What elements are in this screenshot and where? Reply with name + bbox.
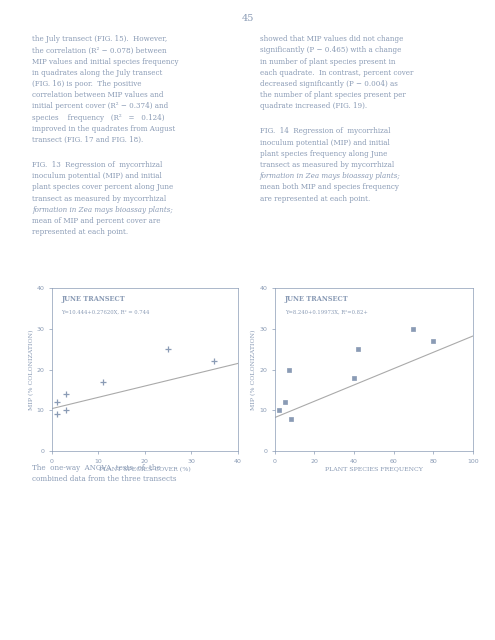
Text: JUNE TRANSECT: JUNE TRANSECT: [61, 294, 125, 303]
Text: in quadrates along the July transect: in quadrates along the July transect: [32, 69, 162, 77]
Point: [99, 377, 107, 387]
Point: [350, 372, 358, 383]
Text: correlation between MIP values and: correlation between MIP values and: [32, 92, 164, 99]
Text: represented at each point.: represented at each point.: [32, 228, 128, 236]
Text: (FIG. 16) is poor.  The positive: (FIG. 16) is poor. The positive: [32, 80, 142, 88]
Text: mean of MIP and percent cover are: mean of MIP and percent cover are: [32, 217, 161, 225]
Y-axis label: MIP (% COLONIZATION): MIP (% COLONIZATION): [251, 330, 256, 410]
Point: [287, 413, 295, 424]
Text: species    frequency   (R²   =   0.124): species frequency (R² = 0.124): [32, 114, 165, 122]
Point: [164, 344, 172, 355]
Text: showed that MIP values did not change: showed that MIP values did not change: [260, 35, 403, 44]
Text: combined data from the three transects: combined data from the three transects: [32, 475, 177, 483]
Point: [210, 356, 218, 367]
Text: are represented at each point.: are represented at each point.: [260, 195, 370, 202]
Text: plant species cover percent along June: plant species cover percent along June: [32, 184, 173, 191]
Text: 45: 45: [242, 14, 253, 23]
Text: FIG.  13  Regression of  mycorrhizal: FIG. 13 Regression of mycorrhizal: [32, 161, 162, 169]
Text: significantly (P − 0.465) with a change: significantly (P − 0.465) with a change: [260, 46, 401, 54]
Point: [275, 405, 283, 415]
Point: [409, 324, 417, 334]
Point: [429, 336, 437, 346]
Text: plant species frequency along June: plant species frequency along June: [260, 150, 387, 158]
Text: Y=8.240+0.19973X, R²=0.82+: Y=8.240+0.19973X, R²=0.82+: [285, 309, 367, 314]
Text: improved in the quadrates from August: improved in the quadrates from August: [32, 125, 175, 133]
Text: transect (FIG. 17 and FIG. 18).: transect (FIG. 17 and FIG. 18).: [32, 136, 144, 144]
Point: [285, 365, 293, 375]
Point: [62, 405, 70, 415]
Text: the correlation (R² − 0.078) between: the correlation (R² − 0.078) between: [32, 46, 167, 54]
Point: [354, 344, 362, 355]
Text: each quadrate.  In contrast, percent cover: each quadrate. In contrast, percent cove…: [260, 69, 413, 77]
Point: [62, 389, 70, 399]
Text: inoculum potential (MIP) and initial: inoculum potential (MIP) and initial: [260, 138, 390, 147]
Text: FIG.  14  Regression of  mycorrhizal: FIG. 14 Regression of mycorrhizal: [260, 127, 391, 136]
Text: The  one-way  ANOVA  tests  of  the: The one-way ANOVA tests of the: [32, 464, 161, 472]
Y-axis label: MIP (% COLONIZATION): MIP (% COLONIZATION): [29, 330, 34, 410]
Point: [52, 397, 60, 408]
Text: inoculum potential (MIP) and initial: inoculum potential (MIP) and initial: [32, 172, 162, 180]
Text: formation in Zea mays bioassay plants;: formation in Zea mays bioassay plants;: [32, 206, 173, 214]
Text: the number of plant species present per: the number of plant species present per: [260, 92, 405, 99]
Point: [52, 410, 60, 420]
X-axis label: PLANT SPECIES COVER (%): PLANT SPECIES COVER (%): [99, 467, 191, 472]
Text: MIP values and initial species frequency: MIP values and initial species frequency: [32, 58, 179, 66]
Text: initial percent cover (R² − 0.374) and: initial percent cover (R² − 0.374) and: [32, 102, 168, 110]
Point: [281, 397, 289, 408]
Text: quadrate increased (FIG. 19).: quadrate increased (FIG. 19).: [260, 102, 367, 110]
Text: decreased significantly (P − 0.004) as: decreased significantly (P − 0.004) as: [260, 80, 398, 88]
Text: JUNE TRANSECT: JUNE TRANSECT: [285, 294, 348, 303]
Text: transect as measured by mycorrhizal: transect as measured by mycorrhizal: [32, 195, 166, 202]
Text: transect as measured by mycorrhizal: transect as measured by mycorrhizal: [260, 161, 394, 169]
Text: the July transect (FIG. 15).  However,: the July transect (FIG. 15). However,: [32, 35, 167, 44]
Text: mean both MIP and species frequency: mean both MIP and species frequency: [260, 184, 399, 191]
Text: formation in Zea mays bioassay plants;: formation in Zea mays bioassay plants;: [260, 172, 400, 180]
Text: in number of plant species present in: in number of plant species present in: [260, 58, 396, 66]
Text: Y=10.444+0.27620X, R² = 0.744: Y=10.444+0.27620X, R² = 0.744: [61, 309, 149, 314]
X-axis label: PLANT SPECIES FREQUENCY: PLANT SPECIES FREQUENCY: [325, 467, 423, 472]
